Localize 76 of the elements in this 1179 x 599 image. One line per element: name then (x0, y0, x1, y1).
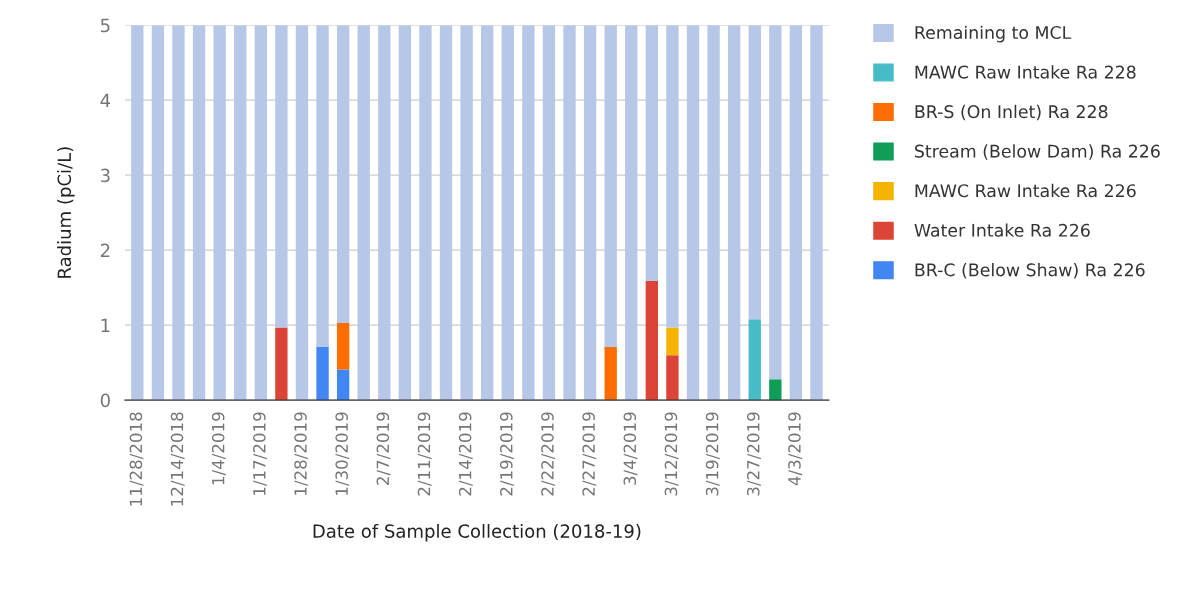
y-tick-label: 2 (100, 243, 110, 257)
y-tick-label: 3 (100, 168, 110, 183)
bar (336, 322, 350, 370)
bar (583, 25, 597, 401)
bar (769, 379, 782, 401)
x-tick-label: 1/30/2019 (335, 412, 350, 495)
bar (666, 327, 679, 356)
x-tick-label: 12/14/2018 (170, 412, 185, 506)
bar (686, 25, 700, 401)
bar (316, 346, 329, 401)
x-axis-title: Date of Sample Collection (2018-19) (313, 523, 641, 542)
bar (213, 25, 226, 401)
bar (378, 25, 391, 401)
bar (748, 319, 761, 401)
legend-label: BR-S (On Inlet) Ra 228 (915, 104, 1108, 121)
bar (357, 25, 370, 401)
x-tick-label: 1/28/2019 (294, 412, 309, 495)
bar (645, 280, 659, 401)
bar (707, 25, 720, 401)
x-tick-label: 2/19/2019 (500, 412, 514, 496)
x-tick-label: 2/7/2019 (376, 412, 391, 485)
bar (398, 25, 412, 401)
bar (336, 25, 350, 323)
x-tick-label: 1/4/2019 (211, 412, 226, 485)
legend-label: BR-C (Below Shaw) Ra 226 (915, 262, 1145, 279)
x-tick-label: 11/28/2018 (129, 412, 144, 506)
bar (542, 25, 556, 401)
bar (666, 25, 679, 328)
y-tick-label: 0 (100, 393, 110, 408)
x-tick-label: 3/4/2019 (623, 412, 638, 485)
bar (563, 25, 576, 401)
x-tick-label: 1/17/2019 (253, 412, 267, 495)
legend-label: MAWC Raw Intake Ra 226 (915, 183, 1136, 198)
bar (419, 25, 432, 401)
legend-label: Stream (Below Dam) Ra 226 (915, 144, 1160, 160)
bar (316, 25, 329, 347)
bar (151, 25, 165, 401)
bar (192, 25, 206, 401)
x-tick-label: 3/19/2019 (705, 412, 720, 496)
x-tick-label: 2/14/2019 (458, 412, 473, 496)
legend-label: MAWC Raw Intake Ra 228 (915, 65, 1136, 79)
bar (810, 25, 823, 401)
y-axis-title: Radium (pCi/L) (57, 147, 75, 278)
legend-label: Remaining to MCL (915, 25, 1072, 43)
bar (481, 25, 494, 401)
bar (172, 25, 185, 401)
bar (460, 25, 473, 401)
bar (604, 346, 617, 401)
bar (295, 25, 309, 401)
x-tick-label: 2/22/2019 (541, 412, 556, 496)
bar (645, 25, 659, 281)
bar (254, 25, 267, 401)
bar (336, 369, 350, 401)
bar (439, 25, 453, 401)
bar (666, 355, 679, 401)
bar (131, 25, 144, 401)
x-tick-label: 3/12/2019 (664, 412, 679, 496)
bar (275, 327, 288, 401)
x-tick-label: 4/3/2019 (788, 412, 803, 486)
bar (522, 25, 535, 401)
bar (748, 25, 761, 320)
x-tick-label: 3/27/2019 (746, 412, 761, 496)
bar (501, 25, 514, 401)
bar (769, 25, 782, 380)
bar (727, 25, 741, 401)
x-tick-label: 2/27/2019 (582, 412, 597, 496)
x-tick-label: 2/11/2019 (417, 412, 432, 496)
bar (275, 25, 288, 328)
bar (625, 25, 638, 401)
bar (234, 25, 247, 401)
y-tick-label: 1 (101, 318, 110, 332)
y-tick-label: 4 (100, 93, 111, 108)
y-tick-label: 5 (100, 18, 110, 33)
bar (789, 25, 803, 401)
legend-label: Water Intake Ra 226 (914, 223, 1090, 237)
bar (604, 25, 617, 347)
